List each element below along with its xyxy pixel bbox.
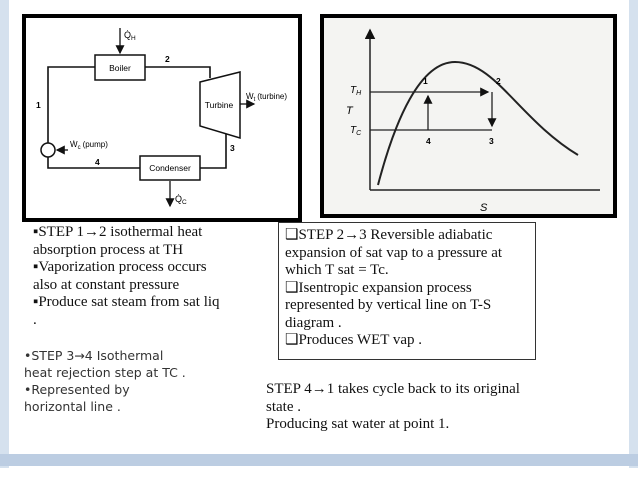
point-label: 4: [426, 136, 431, 146]
step-4-1-text: STEP 4→1 takes cycle back to its origina…: [266, 381, 520, 434]
text-line: diagram .: [285, 314, 342, 331]
figure-border: [22, 14, 302, 222]
t-low-label: TC: [350, 125, 362, 137]
text-line: expansion of sat vap to a pressure at: [285, 244, 503, 261]
text-line: horizontal line .: [24, 399, 121, 414]
point-label: 1: [36, 100, 41, 110]
text-line: ❑Isentropic expansion process: [285, 279, 472, 296]
heat-in-label: Q̇H: [124, 30, 136, 42]
text-line: also at constant pressure: [33, 276, 180, 293]
subscript: H: [131, 35, 136, 42]
step-2-3-box: ❑STEP 2→3 Reversible adiabatic expansion …: [278, 222, 536, 360]
turbine-shape: [199, 71, 241, 140]
symbol: T: [350, 125, 357, 136]
text-line: absorption process at TH: [33, 241, 184, 258]
text-line: STEP 4→1 takes cycle back to its origina…: [266, 381, 520, 397]
point-label: 1: [423, 76, 428, 86]
text-line: ▪Vaporization process occurs: [33, 259, 207, 275]
subscript: C: [182, 199, 187, 206]
pipes: [47, 66, 227, 169]
step-1-2-text: ▪STEP 1→2 isothermal heat absorption proc…: [33, 224, 220, 329]
x-axis-label: S: [480, 202, 488, 214]
symbol: Ẇ: [246, 92, 254, 101]
point-label: 2: [165, 54, 170, 64]
symbol: T: [350, 85, 357, 96]
figures: Boiler Turbine Condenser Q̇H Q̇C Ẇt (turb…: [22, 14, 617, 222]
symbol: Ẇ: [70, 140, 78, 149]
saturation-dome: [377, 60, 579, 186]
ts-diagram: T S TH TC 1 2 3 4: [320, 14, 617, 218]
text-line: .: [33, 311, 37, 328]
point-label: 3: [489, 136, 494, 146]
component-label: Condenser: [149, 163, 191, 173]
subscript: t: [254, 97, 256, 103]
y-axis-label: T: [346, 105, 354, 117]
text-line: •STEP 3→4 Isothermal: [24, 348, 164, 363]
subscript: c: [78, 145, 81, 151]
text-line: heat rejection step at TC .: [24, 365, 186, 380]
component-label: Boiler: [109, 63, 131, 73]
cycle-diagram: Boiler Turbine Condenser Q̇H Q̇C Ẇt (turb…: [22, 14, 302, 222]
text-line: ▪Produce sat steam from sat liq: [33, 294, 220, 310]
boiler-box: [94, 54, 146, 81]
symbol: Q̇: [124, 30, 131, 40]
text-line: ❑Produces WET vap .: [285, 332, 423, 348]
footer-band: [0, 454, 638, 466]
subscript: C: [356, 130, 362, 137]
step-3-4-text: •STEP 3→4 Isothermal heat rejection step …: [24, 347, 186, 415]
text-line: Producing sat water at point 1.: [266, 416, 450, 432]
condenser-box: [139, 155, 201, 181]
subscript: H: [356, 90, 362, 97]
frame-strip: [629, 0, 638, 468]
text-line: ❑STEP 2→3 Reversible adiabatic: [285, 227, 493, 243]
work-pump-label: Ẇc (pump): [70, 140, 108, 151]
text-line: represented by vertical line on T-S: [285, 297, 492, 313]
note: (pump): [83, 140, 109, 149]
note: (turbine): [257, 92, 287, 101]
figure-border: [320, 14, 617, 218]
pump-symbol: [40, 142, 56, 158]
text-line: ▪STEP 1→2 isothermal heat: [33, 224, 203, 240]
heat-out-label: Q̇C: [175, 194, 187, 206]
point-label: 3: [230, 143, 235, 153]
symbol: Q̇: [175, 194, 182, 204]
work-turbine-label: Ẇt (turbine): [246, 92, 287, 103]
component-label: Turbine: [205, 100, 234, 110]
t-high-label: TH: [350, 85, 362, 97]
point-label: 2: [496, 76, 501, 86]
frame-strip: [0, 0, 9, 468]
text-line: which T sat = Tc.: [285, 262, 389, 278]
text-line: state .: [266, 398, 301, 415]
point-label: 4: [95, 157, 100, 167]
text-line: •Represented by: [24, 382, 130, 397]
